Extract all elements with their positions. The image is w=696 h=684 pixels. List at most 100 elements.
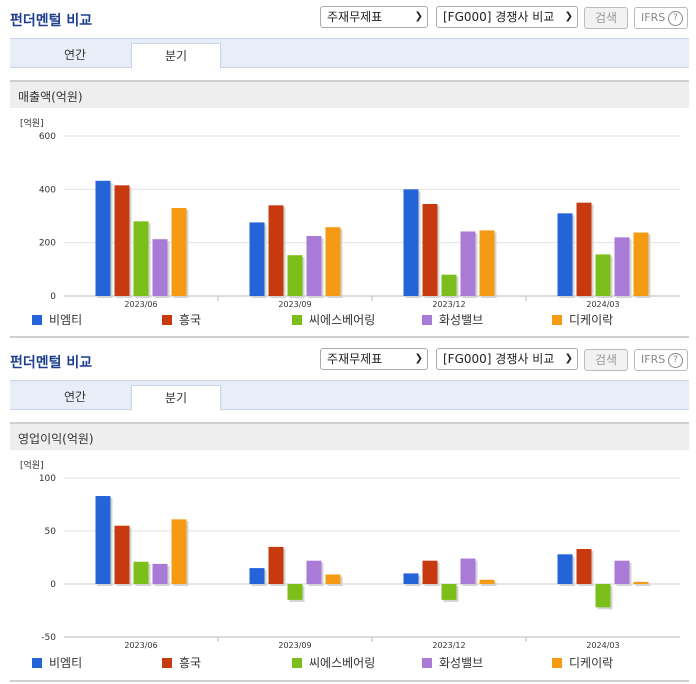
bar (114, 525, 130, 584)
chart-title: 영업이익(억원) (18, 432, 94, 446)
legend-label: 화성밸브 (439, 656, 483, 670)
legend-label: 씨에스베어링 (309, 313, 375, 327)
statement-select-value: 주재무제표 (327, 352, 383, 366)
y-tick-label: -50 (41, 633, 56, 643)
section-header: 펀더멘털 비교 주재무제표 ❯ [FG000] 경쟁사 비교 ❯ 검색 IFRS… (0, 342, 696, 380)
bar (479, 579, 495, 584)
section-divider (10, 680, 689, 682)
bar (133, 221, 149, 296)
bar (557, 554, 573, 584)
x-tick-label: 2024/03 (586, 641, 619, 650)
ifrs-button[interactable]: IFRS ? (634, 349, 688, 371)
bar (287, 255, 303, 296)
legend-swatch (162, 658, 172, 668)
operating-profit-chart: [억원] -50 0 50 100 2023/06 2023/09 2023/12 2024/0… (20, 459, 680, 670)
bar (249, 222, 265, 296)
chart-header: 매출액(억원) (10, 80, 689, 108)
competitor-select-value: [FG000] 경쟁사 비교 (443, 10, 555, 24)
search-button[interactable]: 검색 (584, 349, 628, 371)
statement-select-value: 주재무제표 (327, 10, 383, 24)
bar (422, 204, 438, 296)
legend-swatch (32, 315, 42, 325)
chart-title: 매출액(억원) (18, 90, 83, 104)
bar (325, 574, 341, 584)
legend-swatch (552, 315, 562, 325)
bar (614, 560, 630, 584)
y-tick-label: 600 (39, 132, 56, 142)
bar (595, 584, 611, 608)
y-tick-label: 50 (45, 527, 57, 537)
bar (152, 563, 168, 584)
bar (441, 584, 457, 600)
bar (557, 213, 573, 296)
bar (133, 561, 149, 584)
x-tick-label: 2024/03 (586, 300, 619, 309)
legend-label: 비엠티 (49, 656, 82, 670)
bar (460, 558, 476, 584)
bar (460, 231, 476, 296)
x-tick-label: 2023/06 (124, 641, 157, 650)
bar (614, 237, 630, 296)
y-tick-label: 200 (39, 239, 56, 249)
bar (595, 254, 611, 296)
y-tick-label: 0 (50, 292, 56, 302)
help-icon[interactable]: ? (668, 353, 683, 368)
unit-label: [억원] (20, 459, 44, 471)
tab-annual[interactable]: 연간 (63, 390, 87, 404)
y-tick-label: 0 (50, 580, 56, 590)
statement-select[interactable]: 주재무제표 ❯ (320, 6, 428, 28)
competitor-select-value: [FG000] 경쟁사 비교 (443, 352, 555, 366)
section-title: 펀더멘털 비교 (10, 355, 93, 371)
period-tabs: 연간 분기 (10, 380, 689, 411)
chevron-down-icon: ❯ (564, 353, 573, 364)
bar (479, 230, 495, 296)
ifrs-button[interactable]: IFRS ? (634, 7, 688, 29)
legend-label: 디케이락 (569, 313, 613, 327)
legend-label: 디케이락 (569, 656, 613, 670)
bar (171, 519, 187, 584)
tab-annual[interactable]: 연간 (63, 48, 87, 62)
tab-quarterly[interactable]: 분기 (131, 43, 221, 69)
section-header: 펀더멘털 비교 주재무제표 ❯ [FG000] 경쟁사 비교 ❯ 검색 IFRS… (0, 0, 696, 38)
bar (114, 185, 130, 296)
legend-swatch (422, 658, 432, 668)
legend-label: 흥국 (179, 656, 201, 670)
bar (287, 584, 303, 600)
statement-select[interactable]: 주재무제표 ❯ (320, 348, 428, 370)
search-button[interactable]: 검색 (584, 7, 628, 29)
revenue-chart: [억원] 0 200 400 600 2023/06 2023/09 2023/12 2024/… (20, 117, 680, 327)
x-tick-label: 2023/06 (124, 300, 157, 309)
bar (633, 232, 649, 296)
legend-swatch (32, 658, 42, 668)
bar (441, 274, 457, 296)
section-divider (10, 336, 689, 338)
tab-quarterly[interactable]: 분기 (131, 385, 221, 411)
bar-shadow (635, 583, 651, 586)
legend-swatch (422, 315, 432, 325)
ifrs-label: IFRS (641, 353, 666, 366)
competitor-select[interactable]: [FG000] 경쟁사 비교 ❯ (436, 348, 578, 370)
x-tick-label: 2023/09 (278, 641, 311, 650)
bar (403, 573, 419, 584)
bar (633, 581, 649, 584)
bar (152, 239, 168, 296)
bar (95, 180, 111, 296)
chevron-down-icon: ❯ (414, 11, 423, 22)
y-tick-label: 100 (39, 474, 56, 484)
ifrs-label: IFRS (641, 11, 666, 24)
bar (403, 189, 419, 296)
section-title: 펀더멘털 비교 (10, 13, 93, 29)
legend-label: 흥국 (179, 313, 201, 327)
period-tabs: 연간 분기 (10, 38, 689, 69)
competitor-select[interactable]: [FG000] 경쟁사 비교 ❯ (436, 6, 578, 28)
bar (249, 568, 265, 584)
chevron-down-icon: ❯ (564, 11, 573, 22)
chevron-down-icon: ❯ (414, 353, 423, 364)
legend-swatch (292, 658, 302, 668)
help-icon[interactable]: ? (668, 11, 683, 26)
y-tick-label: 400 (39, 185, 56, 195)
bar (95, 496, 111, 584)
legend-swatch (292, 315, 302, 325)
bar (422, 560, 438, 584)
bar (306, 560, 322, 584)
